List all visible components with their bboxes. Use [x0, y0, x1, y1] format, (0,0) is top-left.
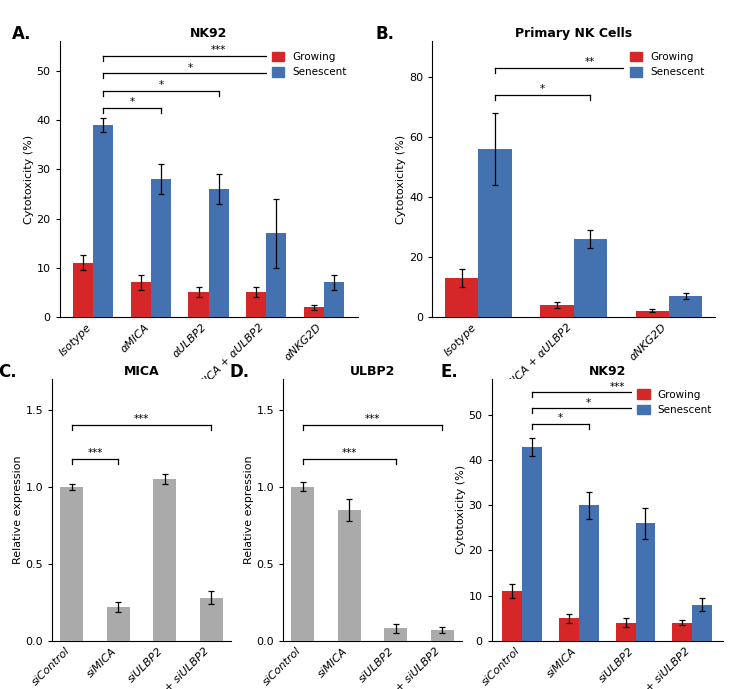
- Text: A.: A.: [12, 25, 31, 43]
- Text: ***: ***: [342, 449, 357, 458]
- Y-axis label: Relative expression: Relative expression: [13, 455, 22, 564]
- Bar: [107, 607, 130, 641]
- Text: *: *: [159, 80, 164, 90]
- Title: NK92: NK92: [589, 364, 626, 378]
- Bar: [559, 618, 579, 641]
- Bar: [445, 278, 478, 317]
- Bar: [60, 486, 83, 641]
- Bar: [635, 524, 656, 641]
- Legend: Growing, Senescent: Growing, Senescent: [624, 47, 710, 83]
- Bar: [266, 234, 286, 317]
- Text: *: *: [130, 97, 135, 107]
- Title: ULBP2: ULBP2: [350, 364, 395, 378]
- Text: *: *: [187, 63, 192, 72]
- Bar: [291, 486, 314, 641]
- Text: ***: ***: [134, 414, 149, 424]
- Text: Ab:: Ab:: [431, 441, 451, 451]
- Bar: [73, 263, 93, 317]
- Text: D.: D.: [229, 363, 250, 381]
- Bar: [93, 125, 113, 317]
- Title: MICA: MICA: [124, 364, 159, 378]
- Bar: [478, 150, 512, 317]
- Bar: [579, 505, 599, 641]
- Text: E.: E.: [441, 363, 459, 381]
- Text: C.: C.: [0, 363, 17, 381]
- Bar: [574, 239, 607, 317]
- Text: B.: B.: [375, 25, 395, 43]
- Bar: [384, 628, 408, 641]
- Text: ***: ***: [211, 45, 226, 55]
- Text: Ab:: Ab:: [65, 441, 86, 451]
- Bar: [324, 282, 344, 317]
- Text: *: *: [558, 413, 563, 423]
- Bar: [153, 479, 177, 641]
- Bar: [209, 189, 229, 317]
- Bar: [337, 510, 361, 641]
- Bar: [151, 179, 171, 317]
- Legend: Growing, Senescent: Growing, Senescent: [632, 384, 717, 420]
- Y-axis label: Cytotoxicity (%): Cytotoxicity (%): [24, 134, 34, 224]
- Y-axis label: Relative expression: Relative expression: [244, 455, 253, 564]
- Y-axis label: Cytotoxicity (%): Cytotoxicity (%): [456, 465, 466, 555]
- Bar: [522, 446, 542, 641]
- Title: Primary NK Cells: Primary NK Cells: [515, 27, 633, 40]
- Bar: [131, 282, 151, 317]
- Text: *: *: [540, 85, 545, 94]
- Text: ***: ***: [609, 382, 625, 392]
- Bar: [615, 623, 635, 641]
- Bar: [673, 623, 692, 641]
- Bar: [502, 591, 522, 641]
- Text: ***: ***: [87, 449, 103, 458]
- Bar: [540, 305, 574, 317]
- Title: NK92: NK92: [190, 27, 227, 40]
- Bar: [635, 311, 669, 317]
- Bar: [669, 296, 703, 317]
- Bar: [200, 597, 223, 641]
- Legend: Growing, Senescent: Growing, Senescent: [267, 47, 352, 83]
- Y-axis label: Cytotoxicity (%): Cytotoxicity (%): [396, 134, 406, 224]
- Text: **: **: [586, 57, 595, 68]
- Bar: [692, 605, 712, 641]
- Bar: [304, 307, 324, 317]
- Bar: [431, 630, 454, 641]
- Bar: [188, 292, 209, 317]
- Text: *: *: [586, 398, 592, 407]
- Bar: [246, 292, 266, 317]
- Text: ***: ***: [365, 414, 380, 424]
